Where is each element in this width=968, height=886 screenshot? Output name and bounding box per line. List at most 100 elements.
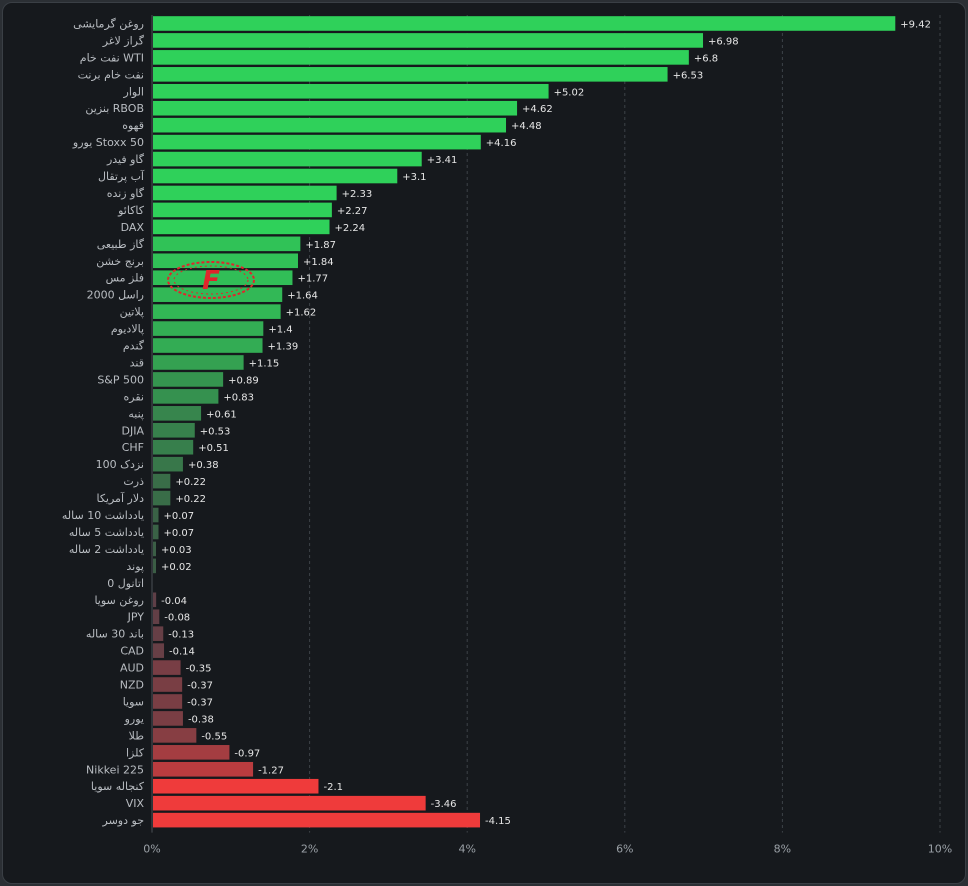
value-label: +4.62 — [522, 104, 553, 115]
value-label: +0.38 — [188, 460, 219, 471]
category-label: گراز لاغر — [102, 34, 145, 47]
category-label: روغن گرمایشی — [73, 17, 144, 30]
value-label: -4.15 — [485, 816, 511, 827]
category-label: CAD — [120, 645, 144, 658]
category-label: پالادیوم — [111, 323, 144, 336]
category-label: AUD — [120, 662, 144, 675]
bar — [153, 270, 293, 286]
bar — [153, 100, 518, 116]
category-label: گاز طبیعی — [97, 238, 145, 251]
bar — [153, 389, 219, 404]
category-label: Nikkei 225 — [86, 763, 144, 776]
bar — [153, 321, 264, 336]
watermark-ring-inner — [173, 265, 249, 295]
bar — [153, 558, 156, 574]
value-label: +2.33 — [342, 189, 373, 200]
value-label: +0.07 — [164, 511, 195, 522]
value-label: +0.83 — [223, 392, 254, 403]
x-tick-label: 4% — [458, 843, 475, 856]
bar — [153, 168, 398, 184]
category-label: کلزا — [126, 746, 145, 759]
bar — [153, 202, 332, 218]
bar — [153, 406, 202, 421]
bar — [153, 473, 171, 489]
bar — [153, 507, 159, 523]
bar — [153, 643, 165, 658]
value-label: -0.37 — [187, 681, 213, 692]
bar — [153, 524, 159, 540]
category-label: جو دوسر — [102, 814, 144, 827]
bar — [153, 219, 330, 235]
x-tick-label: 0% — [143, 843, 160, 856]
value-label: -0.37 — [187, 697, 213, 708]
value-label: +4.16 — [486, 138, 517, 149]
bar — [153, 67, 668, 82]
category-label: نفت خام WTI — [80, 51, 144, 64]
value-label: +0.22 — [175, 494, 206, 505]
value-label: -0.38 — [188, 714, 214, 725]
category-label: نفت خام برنت — [78, 68, 144, 81]
value-label: +0.89 — [228, 375, 259, 386]
value-label: +1.87 — [305, 240, 336, 251]
bar — [153, 677, 183, 692]
value-label: -3.46 — [431, 799, 457, 810]
value-label: +1.39 — [268, 342, 299, 353]
value-label: +1.84 — [303, 257, 334, 268]
category-label: کاکائو — [117, 204, 145, 217]
value-label: +6.53 — [673, 70, 704, 81]
category-label: پنبه — [128, 407, 144, 420]
bar — [153, 422, 195, 438]
category-label: یادداشت 2 ساله — [69, 543, 144, 556]
bar — [153, 745, 230, 760]
category-label: ذرت — [123, 475, 144, 488]
bar — [153, 728, 197, 743]
value-label: -0.08 — [164, 613, 190, 624]
category-label: گندم — [123, 340, 145, 353]
bar — [153, 609, 160, 625]
bar — [153, 711, 183, 726]
value-label: +1.64 — [287, 291, 318, 302]
x-tick-label: 6% — [616, 843, 633, 856]
bar — [153, 355, 244, 370]
bar — [153, 151, 422, 167]
category-label: DAX — [121, 221, 145, 234]
watermark-logo: F — [167, 261, 255, 299]
bar — [153, 490, 171, 506]
bar — [153, 134, 481, 150]
category-label: الوار — [123, 85, 144, 98]
value-label: +0.22 — [175, 477, 206, 488]
category-label: S&P 500 — [97, 373, 144, 386]
value-label: -1.27 — [258, 765, 284, 776]
value-label: -2.1 — [323, 782, 343, 793]
bar — [153, 660, 181, 675]
bar — [153, 338, 263, 353]
category-label: VIX — [126, 797, 145, 810]
category-label: NZD — [120, 679, 144, 692]
value-label: +1.15 — [249, 358, 280, 369]
value-label: +4.48 — [511, 121, 542, 132]
value-label: -0.04 — [161, 596, 187, 607]
value-label: +2.27 — [337, 206, 368, 217]
value-label: +6.8 — [694, 53, 718, 64]
category-label: اتانول 0 — [107, 577, 144, 590]
category-label: کنجاله سویا — [91, 780, 145, 793]
category-label: پلاتین — [120, 306, 144, 319]
category-label: طلا — [129, 729, 145, 742]
category-label: برنج خشن — [96, 255, 144, 268]
bar-chart: 0% 2% 4% 6% 8% 10% روغن گرمایشی +9.42 گراز لاغر +… — [62, 15, 952, 856]
bar — [153, 236, 301, 252]
bar — [153, 304, 281, 319]
bar — [153, 626, 164, 641]
category-label: نزدک 100 — [96, 458, 144, 471]
category-label: یورو — [124, 712, 144, 725]
value-label: +2.24 — [335, 223, 366, 234]
value-label: +3.1 — [402, 172, 426, 183]
value-label: +9.42 — [900, 19, 931, 30]
category-label: راسل 2000 — [87, 289, 144, 302]
category-label: یادداشت 5 ساله — [69, 526, 144, 539]
value-label: +1.4 — [268, 325, 292, 336]
category-label: پوند — [126, 560, 144, 573]
category-label: نقره — [124, 390, 144, 403]
bar — [153, 33, 704, 48]
